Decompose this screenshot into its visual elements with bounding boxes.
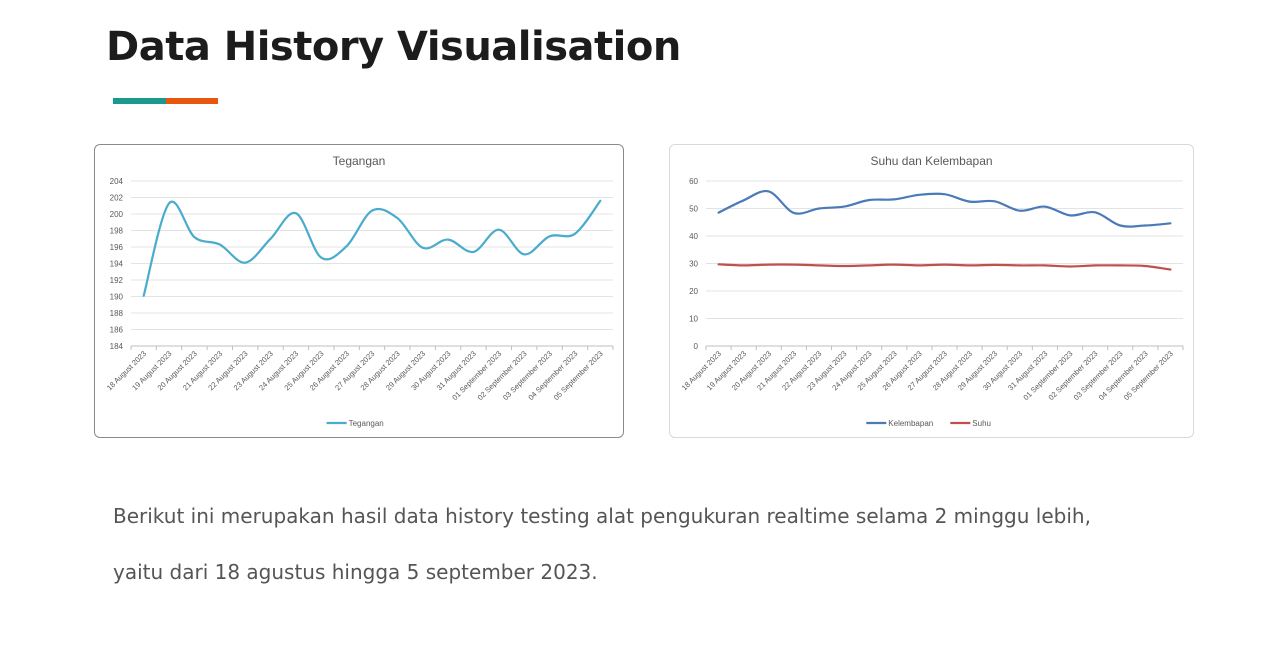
data-point-tegangan (345, 245, 347, 247)
y-tick-label: 192 (110, 276, 124, 285)
data-point-tegangan (295, 212, 297, 214)
y-tick-label: 30 (689, 260, 698, 269)
data-point-kelembapan (1169, 222, 1171, 224)
data-point-kelembapan (1044, 205, 1046, 207)
data-point-suhu (994, 264, 996, 266)
y-tick-label: 186 (110, 326, 124, 335)
y-tick-label: 194 (110, 260, 124, 269)
y-tick-label: 60 (689, 177, 698, 186)
title-accent-teal (113, 98, 166, 104)
x-tick-label: 05 September 2023 (1122, 349, 1175, 402)
data-point-kelembapan (818, 207, 820, 209)
data-point-tegangan (168, 202, 170, 204)
y-tick-label: 196 (110, 243, 124, 252)
data-point-kelembapan (1144, 224, 1146, 226)
y-tick-label: 200 (110, 210, 124, 219)
series-line-suhu (717, 263, 1172, 271)
data-point-suhu (1044, 264, 1046, 266)
data-point-kelembapan (717, 211, 719, 213)
series-line-kelembapan (717, 189, 1172, 228)
data-point-kelembapan (1094, 211, 1096, 213)
y-tick-label: 10 (689, 315, 698, 324)
data-point-suhu (1019, 264, 1021, 266)
y-tick-label: 40 (689, 232, 698, 241)
data-point-kelembapan (943, 193, 945, 195)
data-point-suhu (1069, 265, 1071, 267)
chart-svg: Tegangan 184 186 188 190 192 194 196 198 200 202 20… (105, 154, 614, 428)
data-point-tegangan (422, 247, 424, 249)
y-tick-label: 188 (110, 309, 124, 318)
data-point-tegangan (371, 210, 373, 212)
chart-title: Tegangan (333, 154, 386, 168)
y-tick-label: 0 (694, 342, 699, 351)
data-point-suhu (768, 263, 770, 265)
y-tick-label: 50 (689, 205, 698, 214)
data-point-tegangan (269, 238, 271, 240)
data-point-tegangan (523, 253, 525, 255)
data-point-tegangan (472, 251, 474, 253)
data-point-suhu (868, 264, 870, 266)
legend-label-kelembapan: Kelembapan (888, 419, 933, 428)
data-point-suhu (968, 264, 970, 266)
data-point-suhu (1094, 264, 1096, 266)
data-point-tegangan (219, 243, 221, 245)
data-point-suhu (943, 263, 945, 265)
data-point-tegangan (396, 217, 398, 219)
data-point-suhu (893, 263, 895, 265)
data-point-kelembapan (742, 199, 744, 201)
data-point-kelembapan (968, 200, 970, 202)
data-point-suhu (742, 264, 744, 266)
data-point-kelembapan (868, 199, 870, 201)
data-point-kelembapan (1019, 210, 1021, 212)
data-point-suhu (1169, 268, 1171, 270)
data-point-kelembapan (1069, 214, 1071, 216)
data-point-tegangan (244, 261, 246, 263)
data-point-suhu (1119, 264, 1121, 266)
data-point-tegangan (574, 233, 576, 235)
chart-title: Suhu dan Kelembapan (870, 154, 992, 168)
legend-label-suhu: Suhu (972, 419, 991, 428)
data-point-tegangan (599, 200, 601, 202)
data-point-kelembapan (1119, 224, 1121, 226)
data-point-tegangan (498, 228, 500, 230)
data-point-suhu (793, 263, 795, 265)
data-point-suhu (843, 265, 845, 267)
data-point-suhu (717, 263, 719, 265)
data-point-kelembapan (768, 190, 770, 192)
y-tick-label: 190 (110, 293, 124, 302)
series-line-tegangan (142, 199, 602, 297)
data-point-kelembapan (893, 198, 895, 200)
legend-label-tegangan: Tegangan (349, 419, 384, 428)
page-title: Data History Visualisation (106, 24, 681, 70)
x-tick-label: 05 September 2023 (552, 349, 605, 402)
data-point-tegangan (193, 236, 195, 238)
tegangan-chart: Tegangan 184 186 188 190 192 194 196 198 200 202 20… (94, 144, 624, 438)
data-point-suhu (918, 264, 920, 266)
y-tick-label: 204 (110, 177, 124, 186)
y-tick-label: 202 (110, 194, 124, 203)
data-point-kelembapan (994, 200, 996, 202)
data-point-suhu (1144, 265, 1146, 267)
y-tick-label: 20 (689, 287, 698, 296)
description-line-1: Berikut ini merupakan hasil data history… (113, 504, 1091, 528)
y-tick-label: 198 (110, 227, 124, 236)
data-point-tegangan (548, 235, 550, 237)
data-point-kelembapan (793, 212, 795, 214)
data-point-tegangan (320, 257, 322, 259)
data-point-tegangan (447, 238, 449, 240)
suhu-kelembapan-chart: Suhu dan Kelembapan 0 10 20 30 40 50 60 18 Augus… (669, 144, 1194, 438)
description-line-2: yaitu dari 18 agustus hingga 5 september… (113, 560, 598, 584)
data-point-kelembapan (918, 194, 920, 196)
title-accent-orange (166, 98, 218, 104)
data-point-suhu (818, 264, 820, 266)
data-point-kelembapan (843, 205, 845, 207)
y-tick-label: 184 (110, 342, 124, 351)
data-point-tegangan (142, 294, 144, 296)
